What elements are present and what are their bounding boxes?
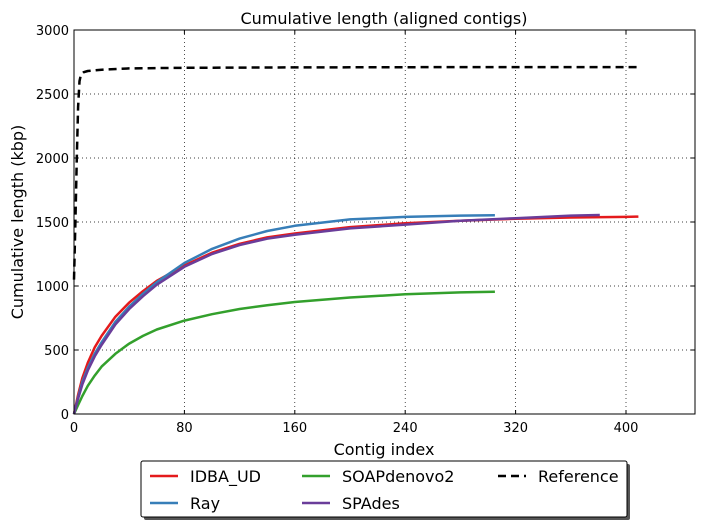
- x-tick-label: 400: [614, 421, 639, 436]
- legend-label-spades: SPAdes: [342, 494, 400, 513]
- y-tick-label: 500: [44, 344, 69, 359]
- chart-title: Cumulative length (aligned contigs): [241, 9, 528, 28]
- y-tick-label: 0: [61, 408, 69, 423]
- legend-label-ray: Ray: [190, 494, 220, 513]
- series-line-reference: [72, 65, 639, 280]
- y-tick-label: 3000: [36, 24, 69, 39]
- x-axis-label: Contig index: [334, 440, 435, 459]
- series-line-ray: [72, 214, 495, 415]
- legend-label-idba-ud: IDBA_UD: [190, 467, 261, 487]
- legend-label-reference: Reference: [538, 467, 619, 486]
- plot-area-frame: [73, 29, 696, 415]
- y-axis-label: Cumulative length (kbp): [8, 125, 27, 320]
- series-line-spades: [72, 213, 600, 415]
- x-tick-label: 0: [70, 421, 78, 436]
- y-tick-label: 1000: [36, 280, 69, 295]
- y-tick-label: 1500: [36, 216, 69, 231]
- series-line-idba-ud: [72, 215, 639, 415]
- series-lines: [72, 65, 639, 415]
- grid-lines: [74, 30, 695, 414]
- series-line-soapdenovo2: [72, 290, 495, 415]
- legend-label-soapdenovo2: SOAPdenovo2: [342, 467, 454, 486]
- axis-ticks: 0 80 160 240 320 400 0 500 1000 1500 2000 2500 3000: [36, 24, 695, 436]
- x-tick-label: 160: [282, 421, 307, 436]
- y-tick-label: 2000: [36, 152, 69, 167]
- legend: IDBA_UD Ray SOAPdenovo2 SPAdes Reference: [140, 460, 630, 520]
- x-tick-label: 320: [503, 421, 528, 436]
- y-tick-label: 2500: [36, 88, 69, 103]
- x-tick-label: 80: [176, 421, 193, 436]
- x-tick-label: 240: [393, 421, 418, 436]
